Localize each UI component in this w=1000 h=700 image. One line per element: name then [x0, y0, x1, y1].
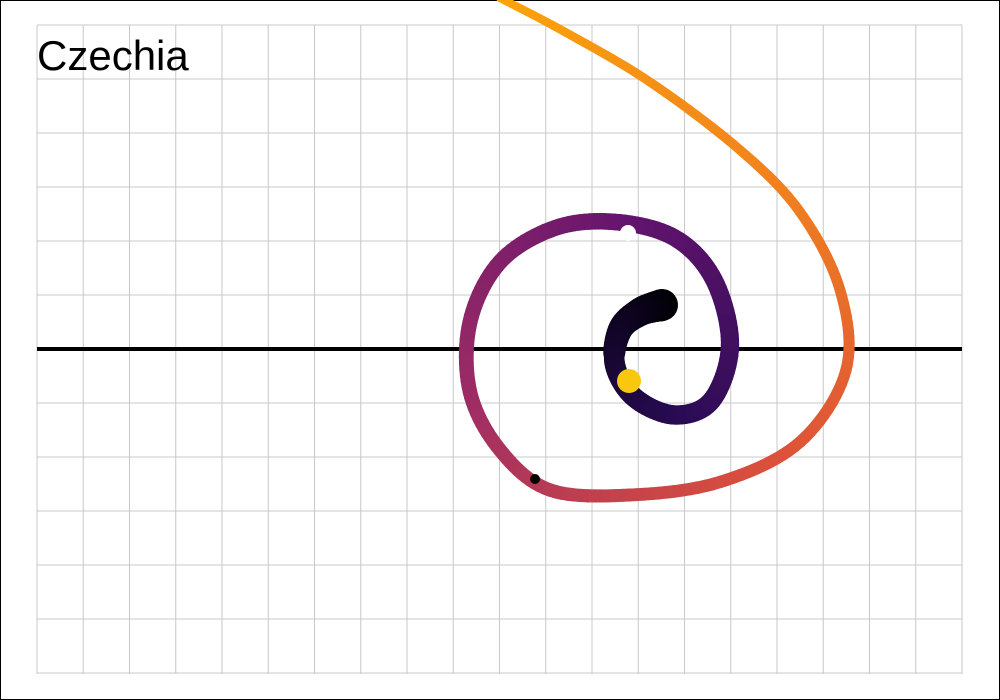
spiral	[458, 0, 855, 503]
title: Czechia	[37, 32, 189, 79]
yellow-dot	[617, 369, 641, 393]
black-dot	[530, 474, 540, 484]
white-dot	[620, 225, 636, 241]
